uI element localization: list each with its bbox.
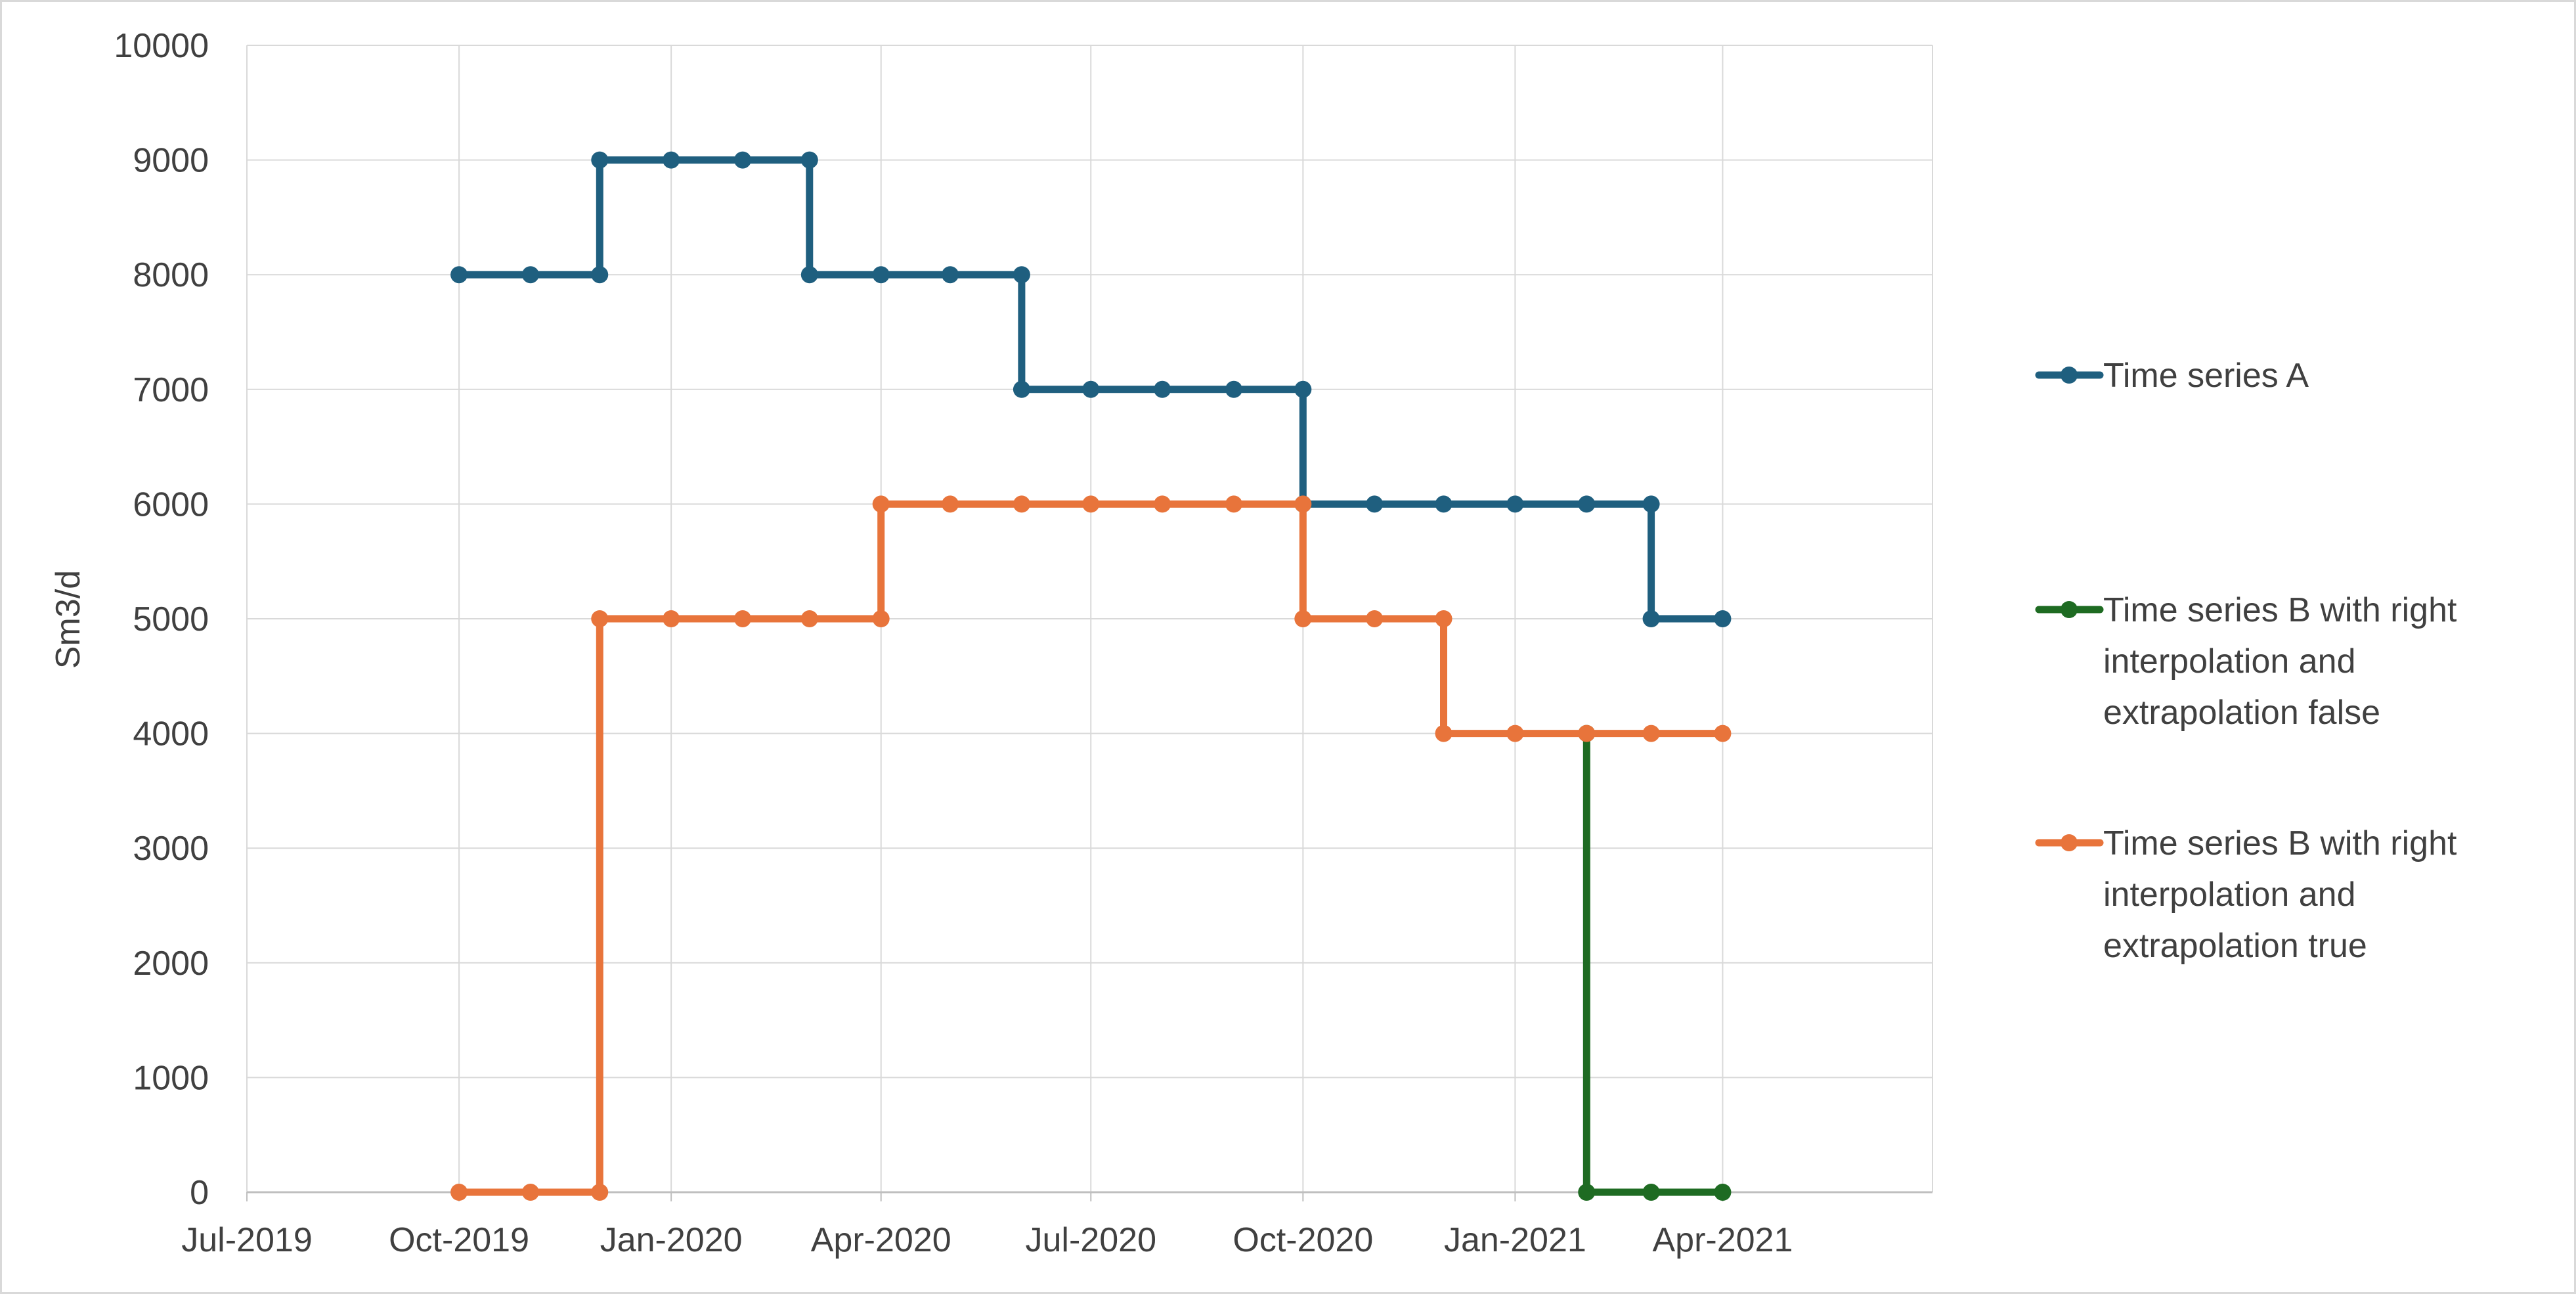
data-point (1642, 495, 1660, 513)
data-point (800, 610, 818, 627)
data-point (1366, 610, 1384, 627)
data-point (1225, 495, 1242, 513)
data-point (734, 151, 751, 169)
data-point (1154, 495, 1171, 513)
legend-label: extrapolation false (2103, 694, 2380, 732)
data-point (1435, 495, 1452, 513)
data-point (591, 151, 609, 169)
data-point (1294, 380, 1312, 398)
data-point (734, 610, 751, 627)
x-tick-label: Oct-2019 (389, 1221, 529, 1259)
legend-label: Time series B with right (2103, 824, 2457, 862)
data-point (800, 266, 818, 284)
data-point (1642, 725, 1660, 742)
x-tick-label: Oct-2020 (1233, 1221, 1373, 1259)
y-tick-label: 0 (190, 1174, 209, 1212)
data-point (872, 266, 890, 284)
data-point (872, 610, 890, 627)
data-point (1225, 380, 1242, 398)
data-point (1435, 610, 1452, 627)
legend: Time series A Time series B with right int… (2035, 357, 2457, 965)
y-tick-label: 3000 (133, 830, 209, 868)
data-point (800, 151, 818, 169)
x-tick-label: Apr-2020 (811, 1221, 951, 1259)
y-tick-label: 2000 (133, 945, 209, 983)
y-tick-label: 10000 (114, 27, 209, 65)
data-point (1154, 380, 1171, 398)
data-point (1714, 610, 1732, 627)
x-tick-label: Jul-2019 (181, 1221, 312, 1259)
y-tick-label: 8000 (133, 256, 209, 294)
x-tick-label: Jul-2020 (1026, 1221, 1156, 1259)
legend-swatch-marker (2061, 834, 2078, 851)
data-point (450, 1184, 468, 1201)
y-tick-label: 1000 (133, 1059, 209, 1097)
data-point (1642, 610, 1660, 627)
data-point (1435, 725, 1452, 742)
data-point (942, 266, 959, 284)
x-tick-label: Apr-2021 (1652, 1221, 1793, 1259)
y-tick-label: 4000 (133, 715, 209, 753)
data-point (591, 1184, 609, 1201)
data-point (521, 1184, 539, 1201)
legend-label: interpolation and (2103, 642, 2356, 681)
data-point (1294, 610, 1312, 627)
label-layer: Sm3/d 0 1000 2000 3000 4000 5000 6000 7000 8000 9… (49, 27, 1793, 1259)
data-point (1082, 380, 1100, 398)
legend-swatch-marker (2061, 601, 2078, 618)
series-1 (450, 151, 1732, 627)
x-tick-label: Jan-2020 (600, 1221, 743, 1259)
y-axis-title: Sm3/d (49, 570, 87, 669)
data-point (663, 610, 680, 627)
legend-label: interpolation and (2103, 876, 2356, 914)
data-point (1506, 495, 1524, 513)
legend-entry-1: Time series A (2035, 357, 2309, 395)
y-tick-label: 7000 (133, 371, 209, 409)
data-point (450, 266, 468, 284)
legend-label: extrapolation true (2103, 927, 2367, 965)
data-point (1578, 495, 1596, 513)
y-tick-label: 6000 (133, 485, 209, 524)
data-point (1294, 495, 1312, 513)
data-point (1506, 725, 1524, 742)
data-point (1642, 1184, 1660, 1201)
data-point (1366, 495, 1384, 513)
series-line (1583, 730, 1726, 1196)
data-point (1714, 725, 1732, 742)
data-point (1578, 725, 1596, 742)
x-tick-label: Jan-2021 (1444, 1221, 1586, 1259)
data-point (1578, 1184, 1596, 1201)
data-point (1013, 495, 1030, 513)
data-point (591, 266, 609, 284)
series-layer (450, 151, 1732, 1201)
data-point (1013, 380, 1030, 398)
data-point (1714, 1184, 1732, 1201)
y-tick-label: 9000 (133, 142, 209, 180)
legend-entry-2: Time series B with right interpolation an… (2035, 591, 2457, 732)
legend-swatch-marker (2061, 367, 2078, 384)
data-point (521, 266, 539, 284)
data-point (942, 495, 959, 513)
legend-label: Time series A (2103, 357, 2309, 395)
legend-entry-3: Time series B with right interpolation an… (2035, 824, 2457, 965)
series-line (455, 156, 1726, 623)
data-point (591, 610, 609, 627)
data-point (663, 151, 680, 169)
series-3 (450, 495, 1732, 1201)
data-point (1082, 495, 1100, 513)
data-point (1013, 266, 1030, 284)
y-tick-label: 5000 (133, 600, 209, 638)
legend-label: Time series B with right (2103, 591, 2457, 629)
data-point (872, 495, 890, 513)
